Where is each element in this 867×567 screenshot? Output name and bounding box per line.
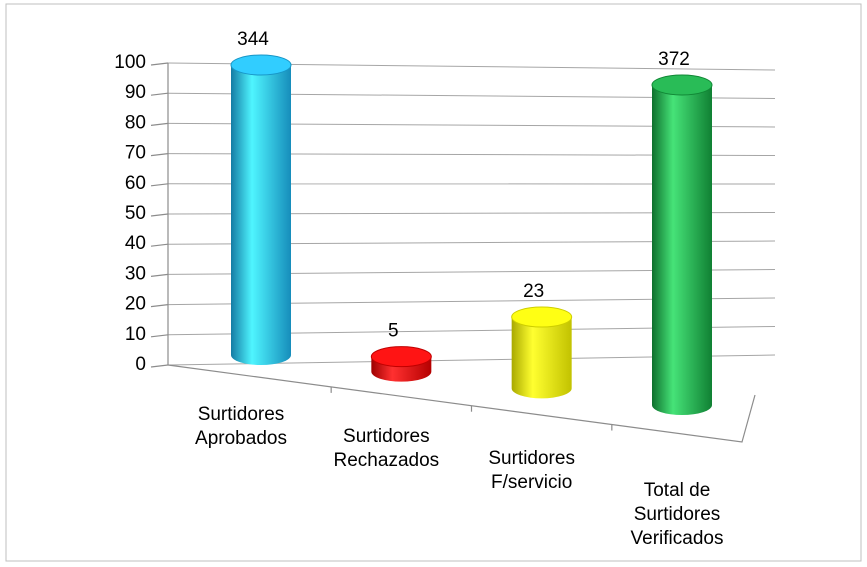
bar-cap <box>511 306 573 328</box>
y-tick-label: 70 <box>125 143 146 164</box>
y-tick-label: 40 <box>125 233 146 254</box>
y-tick <box>150 364 169 368</box>
chart-border <box>5 3 862 562</box>
bar-cap <box>370 346 432 368</box>
x-tick-label-line: Verificados <box>631 528 724 549</box>
y-tick <box>150 153 169 157</box>
y-tick <box>150 92 169 96</box>
data-label: 5 <box>388 321 399 342</box>
x-tick-label: Surtidores Rechazados <box>334 426 440 471</box>
bar <box>652 85 712 415</box>
bar-cap <box>651 74 713 96</box>
y-tick-label: 0 <box>135 354 146 375</box>
y-tick <box>150 334 169 338</box>
floor-edge <box>167 364 756 443</box>
y-tick <box>150 273 169 277</box>
y-tick-label: 100 <box>114 52 146 73</box>
data-label: 344 <box>237 29 269 50</box>
y-tick-label: 30 <box>125 263 146 284</box>
x-tick-label-line: Surtidores <box>343 426 430 447</box>
x-tick-label-line: Rechazados <box>334 450 440 471</box>
y-tick-label: 20 <box>125 294 146 315</box>
y-tick <box>150 62 169 66</box>
y-tick-label: 90 <box>125 82 146 103</box>
bar <box>511 317 572 399</box>
y-tick-label: 10 <box>125 324 146 345</box>
y-tick <box>150 304 169 308</box>
data-label: 23 <box>523 281 544 302</box>
y-tick-label: 50 <box>125 203 146 224</box>
x-tick-label-line: Surtidores <box>488 448 575 469</box>
y-tick <box>150 183 169 187</box>
data-label: 372 <box>658 49 690 70</box>
y-tick <box>150 213 169 217</box>
bar <box>231 65 291 365</box>
y-tick <box>150 243 169 247</box>
y-tick-label: 60 <box>125 173 146 194</box>
x-tick-label: Surtidores F/servicio <box>488 448 575 493</box>
x-tick-label-line: Aprobados <box>195 428 287 449</box>
x-tick-label-line: Surtidores <box>198 404 285 425</box>
x-tick-label: Surtidores Aprobados <box>195 404 287 449</box>
y-tick-label: 80 <box>125 112 146 133</box>
x-tick-label: Total de Surtidores Verificados <box>631 480 724 549</box>
x-tick-label-line: Surtidores <box>634 504 721 525</box>
bar-cap <box>230 54 292 76</box>
y-tick <box>150 122 169 126</box>
x-tick-label-line: F/servicio <box>491 472 572 493</box>
x-tick-label-line: Total de <box>644 480 711 501</box>
